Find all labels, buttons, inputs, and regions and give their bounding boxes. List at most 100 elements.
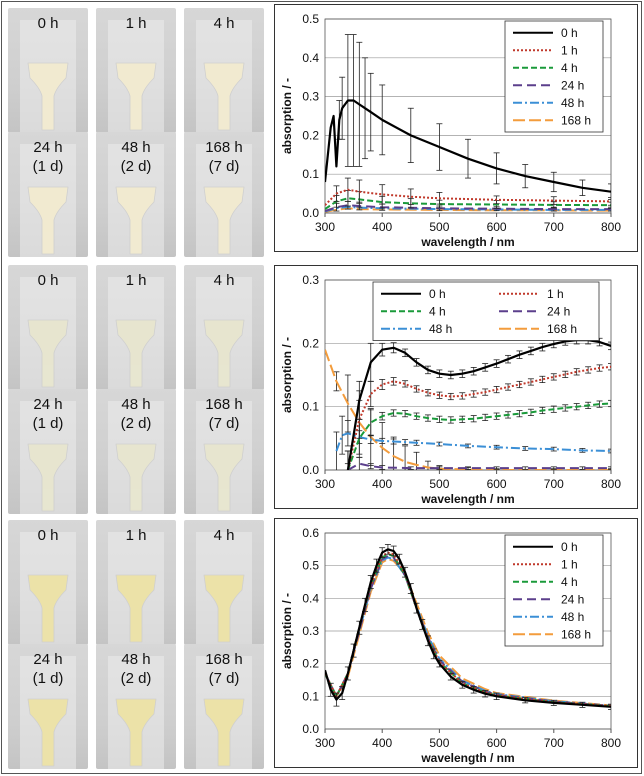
x-tick-label: 400 xyxy=(372,736,392,750)
series-line xyxy=(335,432,611,452)
vial-time-label-line: 168 h xyxy=(205,396,243,413)
vial-icon xyxy=(20,144,76,257)
vial-time-label-line: 4 h xyxy=(213,15,235,32)
x-tick-label: 800 xyxy=(601,736,621,750)
vial-icon xyxy=(108,532,164,645)
vial-time-label: 48 h (2 d) xyxy=(96,138,176,176)
vial-time-label: 1 h xyxy=(96,271,176,290)
legend-label: 4 h xyxy=(561,575,578,589)
vial-time-label-line: 1 h xyxy=(125,272,147,289)
plot-area xyxy=(324,532,612,730)
y-tick-label: 0.1 xyxy=(302,400,319,414)
vial-time-label-line: (1 d) xyxy=(32,415,64,432)
x-tick-label: 300 xyxy=(315,477,335,491)
vial-time-label-line: (7 d) xyxy=(208,670,240,687)
vial-time-label-line: (7 d) xyxy=(208,415,240,432)
vial-photo: 48 h (2 d) xyxy=(96,644,176,769)
x-tick-label: 300 xyxy=(315,736,335,750)
vial-photo: 0 h xyxy=(8,520,88,645)
vial-icon xyxy=(20,20,76,133)
vial-time-label: 0 h xyxy=(8,526,88,545)
vial-icon xyxy=(196,401,252,514)
series-line xyxy=(346,365,611,470)
vial-photo: 4 h xyxy=(184,265,264,390)
vial-icon xyxy=(20,277,76,390)
y-tick-label: 0.5 xyxy=(302,12,319,26)
vial-time-label: 0 h xyxy=(8,14,88,33)
legend-box xyxy=(504,20,604,133)
legend-label: 168 h xyxy=(547,322,577,336)
x-axis-label: wavelength / nm xyxy=(420,751,514,765)
y-tick-label: 0.6 xyxy=(302,526,319,540)
legend-label: 1 h xyxy=(547,287,564,301)
series-line xyxy=(325,349,611,470)
legend-label: 24 h xyxy=(547,304,570,318)
y-tick-label: 0.3 xyxy=(302,90,319,104)
vial-time-label: 4 h xyxy=(184,14,264,33)
x-axis-label: wavelength / nm xyxy=(420,235,514,249)
x-tick-label: 700 xyxy=(544,220,564,234)
vial-time-label-line: (1 d) xyxy=(32,670,64,687)
series-line xyxy=(347,462,611,470)
vial-time-label-line: (2 d) xyxy=(120,158,152,175)
legend-label: 0 h xyxy=(561,540,578,554)
legend-label: 48 h xyxy=(561,610,584,624)
vial-photo: 168 h (7 d) xyxy=(184,644,264,769)
vial-time-label-line: 1 h xyxy=(125,527,147,544)
chart-box: 0.0 0.1 0.2 0.3 300 400 500 600 700 800 wavelength… xyxy=(274,265,638,509)
legend-label: 0 h xyxy=(561,26,578,40)
vial-photo: 168 h (7 d) xyxy=(184,132,264,257)
legend-label: 168 h xyxy=(561,113,591,127)
y-tick-label: 0.2 xyxy=(302,657,319,671)
x-tick-label: 800 xyxy=(601,220,621,234)
vial-photo: 24 h (1 d) xyxy=(8,132,88,257)
vial-icon xyxy=(20,532,76,645)
legend: 0 h 1 h 4 h 24 h 48 h 168 h xyxy=(504,534,604,647)
y-tick-label: 0.1 xyxy=(302,167,319,181)
chart-svg: 0.0 0.1 0.2 0.3 0.4 0.5 0.6 300 400 500 600 700 800 w… xyxy=(280,526,621,765)
y-axis-label: absorption / - xyxy=(280,78,294,154)
vial-time-label-line: (2 d) xyxy=(120,415,152,432)
vial-time-label-line: 0 h xyxy=(37,527,59,544)
y-tick-label: 0.4 xyxy=(302,591,319,605)
series-group xyxy=(325,177,611,206)
vial-photo: 1 h xyxy=(96,8,176,133)
series-group xyxy=(325,34,611,200)
series-group xyxy=(344,399,611,470)
vial-time-label-line: 4 h xyxy=(213,527,235,544)
vial-icon xyxy=(20,401,76,514)
x-tick-label: 800 xyxy=(601,477,621,491)
y-tick-label: 0.0 xyxy=(302,206,319,220)
chart-box: 0.0 0.1 0.2 0.3 0.4 0.5 0.6 300 400 500 600 700 800 w… xyxy=(274,518,638,768)
vial-time-label: 48 h (2 d) xyxy=(96,395,176,433)
y-tick-label: 0.3 xyxy=(302,273,319,287)
vial-photo: 4 h xyxy=(184,8,264,133)
vial-time-label-line: 0 h xyxy=(37,15,59,32)
vial-time-label-line: 24 h xyxy=(33,139,63,156)
y-tick-label: 0.2 xyxy=(302,336,319,350)
chart-svg: 0.0 0.1 0.2 0.3 0.4 0.5 300 400 500 600 700 800 wave… xyxy=(280,12,621,249)
x-tick-label: 600 xyxy=(487,736,507,750)
x-tick-label: 400 xyxy=(372,477,392,491)
legend-label: 48 h xyxy=(561,96,584,110)
series-line xyxy=(346,402,611,470)
legend-label: 1 h xyxy=(561,43,578,57)
legend-label: 4 h xyxy=(561,61,578,75)
vial-icon xyxy=(108,277,164,390)
y-tick-label: 0.5 xyxy=(302,559,319,573)
vial-icon xyxy=(196,656,252,769)
legend-label: 0 h xyxy=(429,287,446,301)
vial-photo: 4 h xyxy=(184,520,264,645)
vial-icon xyxy=(196,277,252,390)
legend-label: 1 h xyxy=(561,557,578,571)
y-tick-label: 0.4 xyxy=(302,51,319,65)
vial-photo: 48 h (2 d) xyxy=(96,132,176,257)
vial-photo: 0 h xyxy=(8,8,88,133)
x-axis-label: wavelength / nm xyxy=(420,492,514,506)
vial-icon xyxy=(196,532,252,645)
series-line xyxy=(346,339,611,470)
vial-photo: 0 h xyxy=(8,265,88,390)
y-tick-label: 0.1 xyxy=(302,689,319,703)
legend-box xyxy=(504,534,604,647)
vial-time-label-line: 0 h xyxy=(37,272,59,289)
